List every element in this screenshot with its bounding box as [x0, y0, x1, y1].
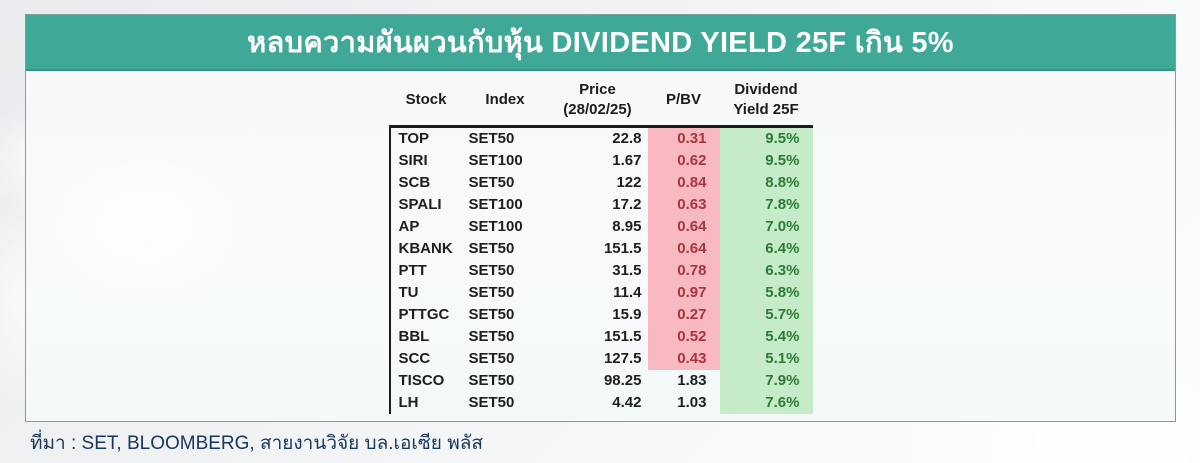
- column-header-dividend-label: Dividend: [734, 81, 798, 98]
- dividend-yield-value: 8.8%: [719, 172, 813, 194]
- column-header-yield-label: Yield 25F: [733, 101, 799, 118]
- pbv-value: 0.84: [647, 172, 720, 194]
- index-name: SET50: [468, 306, 515, 323]
- column-header-price-date: (28/02/25): [563, 101, 632, 118]
- column-header-dividend-yield: Dividend Yield 25F: [719, 77, 813, 128]
- table-row-spali: SPALI SET100 17.2 0.63 7.8%: [388, 194, 813, 216]
- stock-symbol: LH: [388, 392, 463, 414]
- table-row-pttgc: PTTGC SET50 15.9 0.27 5.7%: [388, 304, 813, 326]
- stock-symbol: SCB: [388, 172, 463, 194]
- table-row-ptt: PTT SET50 31.5 0.78 6.3%: [388, 260, 813, 282]
- pbv-value: 0.52: [647, 326, 720, 348]
- pbv-value: 0.64: [647, 238, 720, 260]
- stock-symbol: TISCO: [388, 370, 463, 392]
- pbv-value: 0.62: [647, 150, 720, 172]
- stock-symbol: KBANK: [388, 238, 463, 260]
- pbv-value: 0.97: [647, 282, 720, 304]
- dividend-yield-table: Stock Index Price (28/02/25) P/BV: [388, 77, 813, 414]
- stock-symbol: SPALI: [388, 194, 463, 216]
- index-name: SET50: [468, 262, 515, 279]
- price-value: 11.4: [613, 284, 642, 301]
- dividend-yield-value: 5.7%: [719, 304, 813, 326]
- table-row-ap: AP SET100 8.95 0.64 7.0%: [388, 216, 813, 238]
- index-name: SET50: [468, 130, 515, 147]
- stock-symbol: BBL: [388, 326, 463, 348]
- source-note: ที่มา : SET, BLOOMBERG, สายงานวิจัย บล.เ…: [30, 433, 483, 454]
- page-title: หลบความผันผวนกับหุ้น DIVIDEND YIELD 25F …: [247, 27, 954, 59]
- dividend-yield-value: 7.8%: [719, 194, 813, 216]
- index-name: SET100: [468, 196, 523, 213]
- column-header-pbv: P/BV: [647, 77, 720, 128]
- stock-symbol: PTT: [388, 260, 463, 282]
- price-value: 1.67: [612, 152, 642, 169]
- index-name: SET50: [468, 394, 515, 411]
- pbv-value: 1.03: [677, 394, 707, 411]
- table-row-scc: SCC SET50 127.5 0.43 5.1%: [388, 348, 813, 370]
- index-name: SET50: [468, 284, 515, 301]
- stock-symbol: TOP: [388, 126, 463, 150]
- dividend-yield-value: 6.3%: [719, 260, 813, 282]
- pbv-value: 0.43: [647, 348, 720, 370]
- index-name: SET50: [468, 328, 515, 345]
- stock-symbol: SCC: [388, 348, 463, 370]
- table-body: TOP SET50 22.8 0.31 9.5% SIRI SET100 1.67 0.62 9.…: [388, 126, 813, 414]
- dividend-yield-value: 7.6%: [719, 392, 813, 414]
- price-value: 151.5: [603, 328, 642, 345]
- index-name: SET100: [468, 152, 523, 169]
- column-header-pbv-label: P/BV: [665, 91, 701, 108]
- index-name: SET50: [468, 372, 515, 389]
- price-value: 8.95: [612, 218, 642, 235]
- column-header-price: Price (28/02/25): [547, 77, 648, 128]
- column-header-stock: Stock: [389, 77, 463, 128]
- price-value: 151.5: [603, 240, 642, 257]
- price-value: 22.8: [612, 130, 642, 147]
- dividend-yield-value: 7.0%: [719, 216, 813, 238]
- table-row-siri: SIRI SET100 1.67 0.62 9.5%: [388, 150, 813, 172]
- index-name: SET50: [468, 174, 515, 191]
- price-value: 4.42: [612, 394, 642, 411]
- table-row-tisco: TISCO SET50 98.25 1.83 7.9%: [388, 370, 813, 392]
- dividend-yield-value: 9.5%: [719, 150, 813, 172]
- index-name: SET50: [468, 350, 515, 367]
- dividend-yield-value: 5.1%: [719, 348, 813, 370]
- index-name: SET100: [468, 218, 523, 235]
- column-header-index: Index: [462, 77, 548, 128]
- price-value: 122: [616, 174, 642, 191]
- table-row-bbl: BBL SET50 151.5 0.52 5.4%: [388, 326, 813, 348]
- table-row-lh: LH SET50 4.42 1.03 7.6%: [388, 392, 813, 414]
- price-value: 15.9: [612, 306, 642, 323]
- dividend-yield-value: 6.4%: [719, 238, 813, 260]
- pbv-value: 0.27: [647, 304, 720, 326]
- report-card: หลบความผันผวนกับหุ้น DIVIDEND YIELD 25F …: [25, 14, 1176, 422]
- table-header-row: Stock Index Price (28/02/25) P/BV: [389, 77, 813, 128]
- table-row-top: TOP SET50 22.8 0.31 9.5%: [388, 126, 813, 150]
- price-value: 127.5: [603, 350, 642, 367]
- card-body: Stock Index Price (28/02/25) P/BV: [26, 77, 1175, 427]
- column-header-index-label: Index: [485, 91, 525, 108]
- stock-symbol: AP: [388, 216, 463, 238]
- dividend-yield-value: 9.5%: [719, 126, 813, 150]
- column-header-stock-label: Stock: [405, 91, 447, 108]
- title-banner: หลบความผันผวนกับหุ้น DIVIDEND YIELD 25F …: [26, 15, 1175, 71]
- dividend-yield-value: 5.8%: [719, 282, 813, 304]
- stock-symbol: PTTGC: [388, 304, 463, 326]
- price-value: 31.5: [612, 262, 642, 279]
- pbv-value: 0.63: [647, 194, 720, 216]
- dividend-yield-value: 5.4%: [719, 326, 813, 348]
- price-value: 98.25: [603, 372, 642, 389]
- pbv-value: 1.83: [677, 372, 707, 389]
- pbv-value: 0.78: [647, 260, 720, 282]
- pbv-value: 0.64: [647, 216, 720, 238]
- pbv-value: 0.31: [647, 126, 720, 150]
- price-value: 17.2: [612, 196, 642, 213]
- stock-symbol: TU: [388, 282, 463, 304]
- dividend-yield-value: 7.9%: [719, 370, 813, 392]
- table-row-tu: TU SET50 11.4 0.97 5.8%: [388, 282, 813, 304]
- stock-symbol: SIRI: [388, 150, 463, 172]
- column-header-price-label: Price: [579, 81, 616, 98]
- index-name: SET50: [468, 240, 515, 257]
- table-row-kbank: KBANK SET50 151.5 0.64 6.4%: [388, 238, 813, 260]
- table-row-scb: SCB SET50 122 0.84 8.8%: [388, 172, 813, 194]
